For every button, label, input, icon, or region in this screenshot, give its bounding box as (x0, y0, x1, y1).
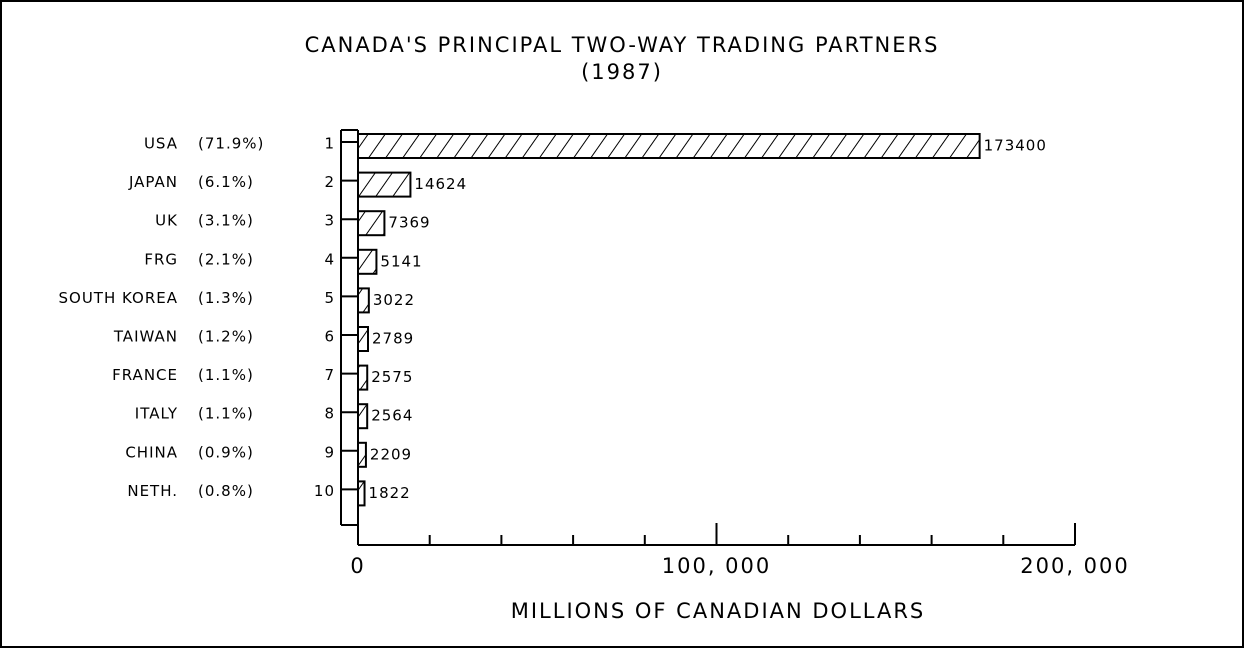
bar (357, 210, 386, 237)
value-label: 2575 (371, 368, 413, 386)
category-label: FRANCE (112, 366, 178, 384)
bar (357, 364, 369, 391)
share-label: (6.1%) (198, 173, 254, 191)
x-tick-label: 0 (350, 554, 365, 578)
value-label: 2564 (371, 407, 413, 425)
category-label: NETH. (127, 482, 178, 500)
share-label: (0.9%) (198, 443, 254, 461)
bar (357, 480, 366, 507)
value-label: 2209 (370, 445, 412, 463)
bar (357, 287, 370, 314)
chart-title: CANADA'S PRINCIPAL TWO-WAY TRADING PARTN… (305, 33, 940, 57)
rank-label: 3 (324, 212, 335, 230)
rank-label: 1 (324, 135, 335, 153)
category-label: USA (144, 135, 178, 153)
rank-label: 9 (324, 443, 335, 461)
x-tick-label: 200, 000 (1020, 554, 1130, 578)
rank-label: 10 (314, 482, 335, 500)
value-label: 1822 (369, 484, 411, 502)
bar (357, 133, 981, 159)
rank-label: 5 (324, 289, 335, 307)
rank-label: 8 (324, 405, 335, 423)
category-label: SOUTH KOREA (58, 289, 178, 307)
rank-label: 7 (324, 366, 335, 384)
category-label: CHINA (125, 443, 178, 461)
x-tick-label: 100, 000 (662, 554, 772, 578)
share-label: (3.1%) (198, 212, 254, 230)
rank-label: 2 (324, 173, 335, 191)
bar (357, 248, 378, 275)
category-label: UK (155, 212, 178, 230)
chart-subtitle: (1987) (581, 60, 663, 84)
category-label: ITALY (135, 405, 178, 423)
share-label: (71.9%) (198, 135, 264, 153)
bar (357, 326, 369, 352)
share-label: (0.8%) (198, 482, 254, 500)
share-label: (1.3%) (198, 289, 254, 307)
rank-label: 6 (324, 328, 335, 346)
value-label: 14624 (414, 175, 467, 193)
bar (357, 441, 367, 468)
share-label: (1.1%) (198, 405, 254, 423)
value-label: 2789 (372, 330, 414, 348)
share-label: (1.2%) (198, 328, 254, 346)
value-label: 7369 (388, 214, 430, 232)
category-label: FRG (144, 250, 178, 268)
x-axis-label: MILLIONS OF CANADIAN DOLLARS (511, 599, 926, 623)
value-label: 5141 (380, 252, 422, 270)
value-label: 3022 (373, 291, 415, 309)
bar (357, 403, 369, 430)
share-label: (1.1%) (198, 366, 254, 384)
bar (357, 171, 412, 198)
value-label: 173400 (984, 137, 1047, 155)
category-label: JAPAN (128, 173, 178, 191)
rank-label: 4 (324, 250, 335, 268)
category-label: TAIWAN (113, 328, 178, 346)
share-label: (2.1%) (198, 250, 254, 268)
